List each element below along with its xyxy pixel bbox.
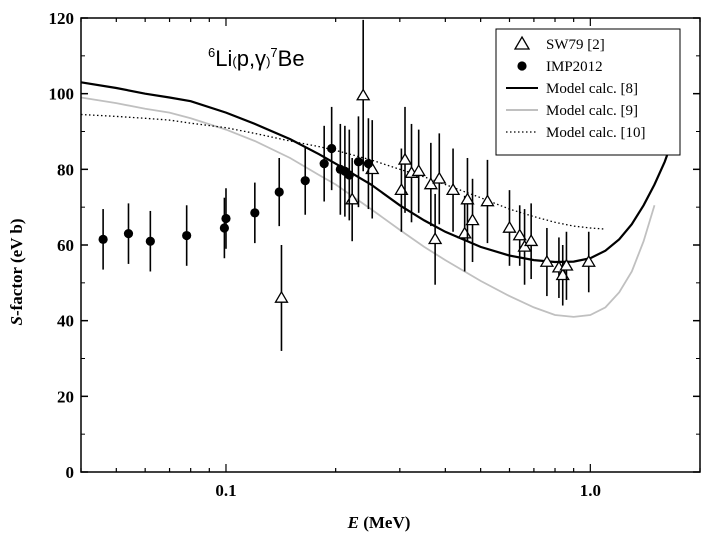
data-point-sw79 xyxy=(581,254,596,267)
data-point-sw79 xyxy=(465,213,480,226)
y-tick-label: 20 xyxy=(57,387,74,406)
model-curve-3 xyxy=(80,113,606,230)
data-point-imp2012 xyxy=(319,159,329,169)
data-point-sw79 xyxy=(397,152,413,165)
y-tick-label: 0 xyxy=(66,463,75,482)
x-axis-symbol: E xyxy=(347,513,359,532)
data-point-imp2012 xyxy=(300,176,310,186)
y-tick-label: 60 xyxy=(57,236,74,255)
data-point-sw79 xyxy=(480,194,495,207)
y-tick-label: 40 xyxy=(57,312,74,331)
y-tick-label: 80 xyxy=(57,160,74,179)
data-point-sw79 xyxy=(512,228,527,241)
title-product: Be xyxy=(278,46,305,71)
model-curve-2 xyxy=(80,96,656,318)
data-point-imp2012 xyxy=(353,157,364,167)
legend-box xyxy=(495,28,681,156)
legend: SW79 [2] IMP2012 Model calc. [8] Model calc… xyxy=(495,28,681,156)
y-axis-symbol: S xyxy=(7,316,26,325)
data-point-sw79 xyxy=(445,182,461,195)
data-point-sw79 xyxy=(460,192,475,205)
title-target: Li xyxy=(215,46,232,71)
y-axis-rest: -factor (eV b) xyxy=(7,218,26,316)
data-point-sw79 xyxy=(559,258,574,271)
y-tick-label: 100 xyxy=(49,85,75,104)
title-target-mass: 6 xyxy=(208,45,215,60)
legend-label: IMP2012 xyxy=(546,59,603,75)
data-point-sw79 xyxy=(432,171,447,184)
title-open-paren: ( xyxy=(232,54,237,69)
legend-marker-circle xyxy=(517,61,527,71)
title-close-paren: ) xyxy=(266,54,270,69)
legend-label: SW79 [2] xyxy=(546,37,605,53)
data-point-sw79 xyxy=(457,226,472,239)
x-tick-label: 0.1 xyxy=(215,481,236,500)
x-tick-label: 1.0 xyxy=(580,481,601,500)
data-point-sw79 xyxy=(524,233,539,247)
y-axis-label: S-factor (eV b) xyxy=(7,218,26,325)
data-point-sw79 xyxy=(539,254,555,267)
data-point-sw79 xyxy=(427,232,443,245)
legend-label: Model calc. [10] xyxy=(546,125,646,141)
data-point-imp2012 xyxy=(145,236,155,246)
legend-marker-triangle xyxy=(513,35,531,50)
data-point-imp2012 xyxy=(182,230,192,241)
data-point-imp2012 xyxy=(327,143,337,154)
x-axis-label: E (MeV) xyxy=(347,513,411,532)
chart-title: 6Li(p,γ)7Be xyxy=(208,45,305,71)
data-point-sw79 xyxy=(274,290,289,303)
title-reaction: p,γ xyxy=(237,46,266,71)
data-point-imp2012 xyxy=(219,223,229,233)
y-tick-label: 120 xyxy=(49,9,75,28)
data-point-imp2012 xyxy=(274,187,284,197)
data-point-imp2012 xyxy=(250,208,260,218)
data-point-sw79 xyxy=(502,220,517,233)
data-point-imp2012 xyxy=(221,213,231,224)
x-axis-unit: (MeV) xyxy=(359,513,410,532)
data-point-sw79 xyxy=(356,88,371,101)
data-point-sw79 xyxy=(365,162,380,175)
legend-label: Model calc. [9] xyxy=(546,103,638,119)
legend-label: Model calc. [8] xyxy=(546,81,638,97)
data-point-imp2012 xyxy=(363,159,374,169)
data-point-imp2012 xyxy=(344,170,354,180)
data-point-imp2012 xyxy=(123,229,134,239)
title-product-mass: 7 xyxy=(270,45,277,60)
data-point-sw79 xyxy=(411,163,426,177)
data-point-imp2012 xyxy=(98,234,108,244)
model-curve-1 xyxy=(80,81,676,264)
